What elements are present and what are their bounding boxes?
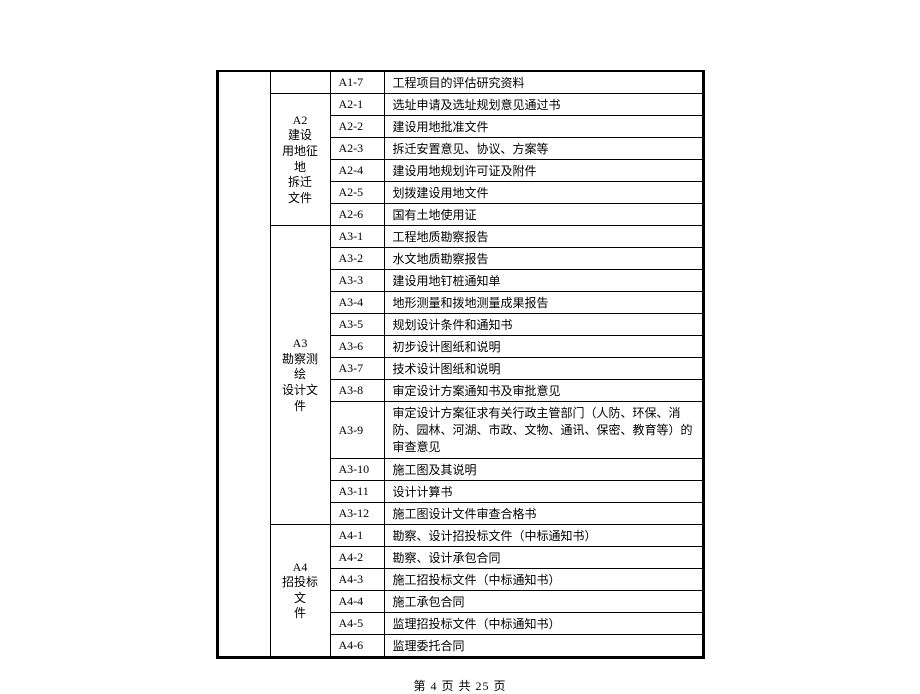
category-label: A4招投标文件 xyxy=(270,525,330,657)
table-row: A2建设用地征地拆迁文件A2-1选址申请及选址规划意见通过书 xyxy=(218,94,702,116)
item-description: 勘察、设计承包合同 xyxy=(384,547,702,569)
item-description: 建设用地规划许可证及附件 xyxy=(384,160,702,182)
item-code: A3-6 xyxy=(330,336,384,358)
item-code: A4-4 xyxy=(330,591,384,613)
item-description: 审定设计方案通知书及审批意见 xyxy=(384,380,702,402)
item-code: A3-2 xyxy=(330,248,384,270)
empty-column xyxy=(218,72,270,657)
item-description: 工程地质勘察报告 xyxy=(384,226,702,248)
item-description: 建设用地钉桩通知单 xyxy=(384,270,702,292)
table-row: A4招投标文件A4-1勘察、设计招投标文件（中标通知书） xyxy=(218,525,702,547)
item-code: A4-5 xyxy=(330,613,384,635)
item-description: 监理招投标文件（中标通知书） xyxy=(384,613,702,635)
item-description: 选址申请及选址规划意见通过书 xyxy=(384,94,702,116)
item-description: 水文地质勘察报告 xyxy=(384,248,702,270)
item-code: A1-7 xyxy=(330,72,384,94)
item-code: A4-3 xyxy=(330,569,384,591)
item-description: 施工承包合同 xyxy=(384,591,702,613)
item-description: 工程项目的评估研究资料 xyxy=(384,72,702,94)
item-description: 监理委托合同 xyxy=(384,635,702,657)
item-code: A2-1 xyxy=(330,94,384,116)
table-row: A1-7工程项目的评估研究资料 xyxy=(218,72,702,94)
category-label: A2建设用地征地拆迁文件 xyxy=(270,94,330,226)
item-description: 设计计算书 xyxy=(384,481,702,503)
item-code: A3-1 xyxy=(330,226,384,248)
item-description: 审定设计方案征求有关行政主管部门（人防、环保、消防、园林、河湖、市政、文物、通讯… xyxy=(384,402,702,459)
item-code: A2-3 xyxy=(330,138,384,160)
item-code: A4-2 xyxy=(330,547,384,569)
document-table-container: A1-7工程项目的评估研究资料A2建设用地征地拆迁文件A2-1选址申请及选址规划… xyxy=(216,70,705,659)
item-code: A4-1 xyxy=(330,525,384,547)
item-code: A2-5 xyxy=(330,182,384,204)
item-code: A3-12 xyxy=(330,503,384,525)
item-code: A2-6 xyxy=(330,204,384,226)
category-label xyxy=(270,72,330,94)
item-description: 国有土地使用证 xyxy=(384,204,702,226)
item-code: A4-6 xyxy=(330,635,384,657)
item-code: A3-7 xyxy=(330,358,384,380)
item-code: A2-4 xyxy=(330,160,384,182)
item-description: 建设用地批准文件 xyxy=(384,116,702,138)
item-code: A3-5 xyxy=(330,314,384,336)
item-code: A3-10 xyxy=(330,459,384,481)
item-description: 划拨建设用地文件 xyxy=(384,182,702,204)
item-code: A3-3 xyxy=(330,270,384,292)
document-table: A1-7工程项目的评估研究资料A2建设用地征地拆迁文件A2-1选址申请及选址规划… xyxy=(218,72,703,657)
table-row: A3勘察测绘设计文件A3-1工程地质勘察报告 xyxy=(218,226,702,248)
item-code: A3-8 xyxy=(330,380,384,402)
item-description: 勘察、设计招投标文件（中标通知书） xyxy=(384,525,702,547)
item-code: A3-4 xyxy=(330,292,384,314)
item-description: 施工招投标文件（中标通知书） xyxy=(384,569,702,591)
item-description: 拆迁安置意见、协议、方案等 xyxy=(384,138,702,160)
item-description: 技术设计图纸和说明 xyxy=(384,358,702,380)
item-description: 地形测量和拨地测量成果报告 xyxy=(384,292,702,314)
category-label: A3勘察测绘设计文件 xyxy=(270,226,330,525)
item-description: 施工图设计文件审查合格书 xyxy=(384,503,702,525)
item-description: 规划设计条件和通知书 xyxy=(384,314,702,336)
item-code: A3-11 xyxy=(330,481,384,503)
item-code: A3-9 xyxy=(330,402,384,459)
page-footer: 第 4 页 共 25 页 xyxy=(413,677,506,694)
item-code: A2-2 xyxy=(330,116,384,138)
item-description: 初步设计图纸和说明 xyxy=(384,336,702,358)
item-description: 施工图及其说明 xyxy=(384,459,702,481)
